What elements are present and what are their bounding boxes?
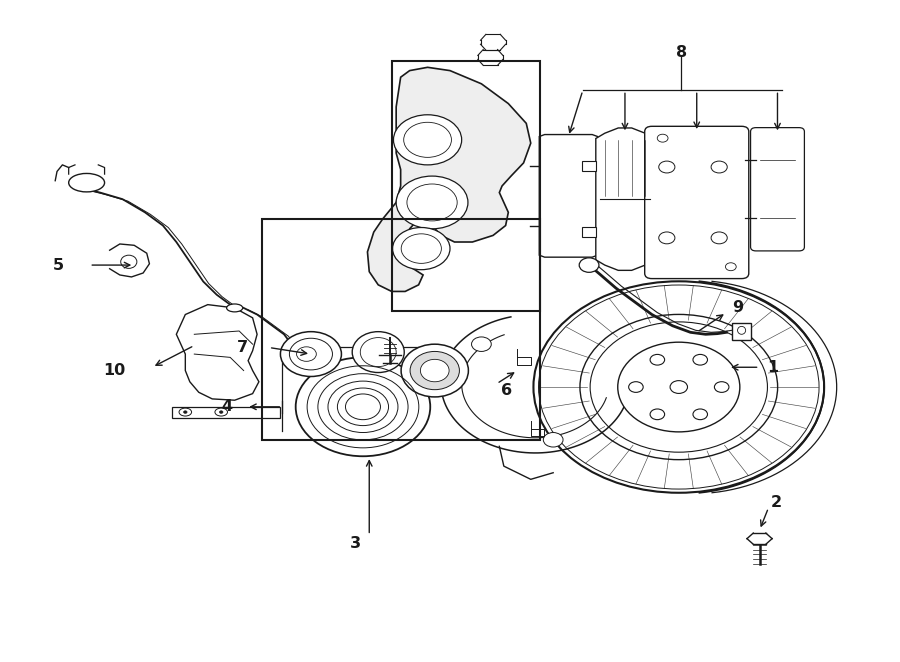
Bar xyxy=(392,61,540,311)
Text: 10: 10 xyxy=(103,363,125,378)
Ellipse shape xyxy=(659,232,675,244)
Ellipse shape xyxy=(420,359,449,382)
Ellipse shape xyxy=(396,176,468,229)
Ellipse shape xyxy=(296,357,430,456)
Bar xyxy=(582,161,596,171)
Bar xyxy=(262,219,540,440)
Ellipse shape xyxy=(659,161,675,173)
Ellipse shape xyxy=(657,134,668,142)
Text: 8: 8 xyxy=(676,44,687,60)
Text: 9: 9 xyxy=(732,301,742,315)
Ellipse shape xyxy=(693,409,707,420)
Ellipse shape xyxy=(393,115,462,165)
Text: 6: 6 xyxy=(501,383,512,398)
Ellipse shape xyxy=(725,263,736,271)
Bar xyxy=(582,227,596,238)
Polygon shape xyxy=(367,68,531,291)
Polygon shape xyxy=(596,128,654,270)
Ellipse shape xyxy=(227,304,243,312)
Ellipse shape xyxy=(670,381,688,393)
Ellipse shape xyxy=(580,258,598,272)
Text: 4: 4 xyxy=(221,399,233,414)
Ellipse shape xyxy=(184,410,187,413)
Text: 3: 3 xyxy=(350,536,362,551)
Ellipse shape xyxy=(220,410,223,413)
Ellipse shape xyxy=(544,432,563,447)
Ellipse shape xyxy=(121,255,137,268)
Ellipse shape xyxy=(711,161,727,173)
Ellipse shape xyxy=(617,342,740,432)
Text: 1: 1 xyxy=(767,359,778,375)
FancyBboxPatch shape xyxy=(644,126,749,279)
Ellipse shape xyxy=(179,408,192,416)
Ellipse shape xyxy=(215,408,228,416)
Ellipse shape xyxy=(650,354,664,365)
Text: 5: 5 xyxy=(53,258,64,273)
Ellipse shape xyxy=(410,352,459,390)
Text: 2: 2 xyxy=(771,495,782,510)
Ellipse shape xyxy=(711,232,727,244)
Polygon shape xyxy=(176,305,259,401)
Polygon shape xyxy=(172,407,280,418)
Ellipse shape xyxy=(352,332,404,373)
Bar xyxy=(732,323,752,340)
Ellipse shape xyxy=(68,173,104,192)
Ellipse shape xyxy=(401,344,468,397)
Ellipse shape xyxy=(628,382,644,393)
Polygon shape xyxy=(109,244,149,277)
Ellipse shape xyxy=(693,354,707,365)
Text: 7: 7 xyxy=(237,340,248,355)
Ellipse shape xyxy=(715,382,729,393)
Ellipse shape xyxy=(472,337,491,352)
Ellipse shape xyxy=(650,409,664,420)
Ellipse shape xyxy=(392,228,450,269)
Ellipse shape xyxy=(281,332,341,377)
